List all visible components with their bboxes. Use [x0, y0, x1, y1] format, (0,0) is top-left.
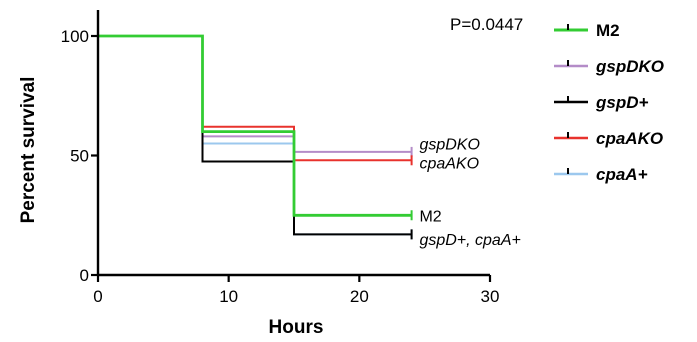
curve-annotation: gspDKO [419, 137, 479, 154]
curve-annotation: gspD+, cpaA+ [419, 232, 520, 249]
x-tick-label: 20 [350, 287, 369, 306]
series-line-cpaa- [98, 35, 412, 236]
legend-label: M2 [596, 21, 620, 40]
series-line-gspd- [98, 35, 412, 236]
series-line-gspdko [98, 35, 412, 153]
x-axis-title: Hours [269, 317, 324, 338]
legend-label: gspD+ [595, 93, 649, 112]
series-line-m2 [98, 34, 412, 217]
x-tick-label: 10 [219, 287, 238, 306]
legend: M2 gspDKO gspD+ cpaAKO cpaA+ [554, 21, 664, 184]
series-line-cpaako [98, 35, 412, 162]
annotation-layer: gspDKO cpaAKO M2 gspD+, cpaA+ [419, 137, 520, 250]
x-tick-label: 30 [481, 287, 500, 306]
y-tick-label: 50 [70, 147, 89, 166]
axes-layer: 0 50 100 0 10 20 30 [61, 10, 500, 306]
x-tick-label: 0 [93, 287, 102, 306]
p-value-label: P=0.0447 [450, 15, 523, 34]
y-axis-title: Percent survival [18, 77, 39, 224]
legend-label: gspDKO [595, 57, 664, 76]
series-layer [98, 34, 413, 240]
y-tick-label: 0 [80, 266, 89, 285]
curve-annotation: cpaAKO [419, 156, 479, 173]
curve-annotation: M2 [419, 208, 441, 225]
legend-label: cpaA+ [596, 165, 648, 184]
y-tick-label: 100 [61, 27, 89, 46]
legend-label: cpaAKO [596, 129, 663, 148]
